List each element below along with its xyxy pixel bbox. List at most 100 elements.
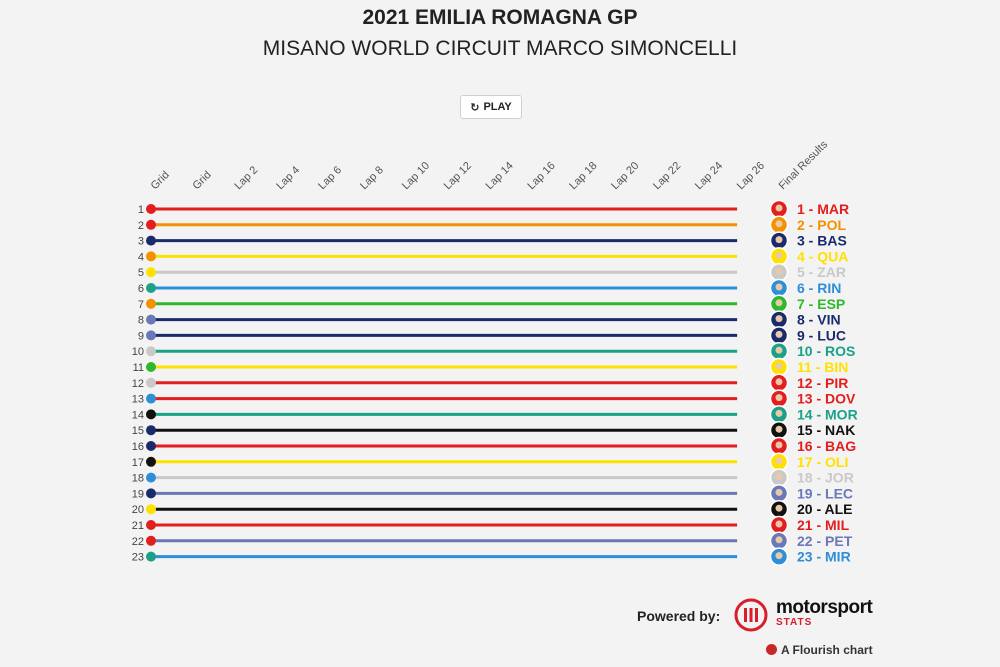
column-label: Grid xyxy=(191,169,214,192)
final-result-label: 15 - NAK xyxy=(797,422,855,438)
final-result-label: 18 - JOR xyxy=(797,470,854,486)
final-result-label: 12 - PIR xyxy=(797,375,848,391)
rider-face xyxy=(775,204,783,212)
column-label: Lap 18 xyxy=(567,160,599,192)
y-tick-label: 12 xyxy=(132,378,144,390)
y-tick-label: 22 xyxy=(132,536,144,548)
grid-dot xyxy=(146,330,156,341)
rider-face xyxy=(775,488,783,496)
column-label: Lap 16 xyxy=(525,160,557,192)
play-button[interactable]: ↻ PLAY xyxy=(460,95,522,119)
rider-face xyxy=(775,441,783,449)
y-tick-label: 6 xyxy=(138,283,144,295)
rider-face xyxy=(775,251,783,259)
rider-face xyxy=(775,457,783,465)
y-tick-label: 19 xyxy=(132,488,144,500)
final-result-label: 8 - VIN xyxy=(797,312,841,328)
grid-dot xyxy=(146,204,156,214)
grid-dot xyxy=(146,409,156,420)
final-result-label: 9 - LUC xyxy=(797,327,846,343)
y-tick-label: 3 xyxy=(138,236,144,248)
brand-wordmark: motorsport xyxy=(776,597,873,618)
final-result-label: 5 - ZAR xyxy=(797,264,846,280)
powered-by-label: Powered by: xyxy=(637,608,721,624)
column-label: Lap 6 xyxy=(316,164,344,192)
y-tick-label: 1 xyxy=(138,204,144,216)
column-label: Lap 8 xyxy=(358,164,386,192)
grid-dot xyxy=(146,267,156,278)
y-tick-label: 21 xyxy=(132,520,144,532)
final-result-label: 23 - MIR xyxy=(797,549,851,565)
rider-face xyxy=(775,378,783,386)
rider-face xyxy=(775,536,783,544)
grid-dot xyxy=(146,219,156,230)
final-result-label: 10 - ROS xyxy=(797,343,855,359)
rider-face xyxy=(775,346,783,354)
grid-dot xyxy=(146,535,156,546)
grid-dots xyxy=(146,204,156,562)
final-result-label: 2 - POL xyxy=(797,217,846,233)
rider-face xyxy=(775,504,783,512)
rider-face xyxy=(775,315,783,323)
y-tick-label: 4 xyxy=(138,251,144,263)
grid-dot xyxy=(146,441,156,451)
y-tick-label: 13 xyxy=(132,394,144,406)
flourish-icon xyxy=(766,644,777,655)
y-tick-label: 11 xyxy=(133,362,144,374)
column-label: Lap 14 xyxy=(484,160,516,192)
y-tick-label: 16 xyxy=(132,441,144,453)
grid-dot xyxy=(146,235,156,246)
final-result-label: 21 - MIL xyxy=(797,517,850,533)
rider-face xyxy=(775,267,783,275)
y-tick-label: 8 xyxy=(138,315,144,327)
rider-face xyxy=(775,362,783,370)
grid-dot xyxy=(146,314,156,325)
final-result-label: 22 - PET xyxy=(797,533,853,549)
final-result-label: 20 - ALE xyxy=(797,501,853,517)
rider-face xyxy=(775,520,783,528)
y-tick-label: 7 xyxy=(138,299,144,311)
flourish-credit[interactable]: A Flourish chart xyxy=(781,643,873,657)
series-lines xyxy=(150,207,738,559)
column-label: Lap 20 xyxy=(609,160,641,192)
final-result-label: 13 - DOV xyxy=(797,391,856,407)
grid-dot xyxy=(146,520,156,530)
final-result-label: 11 - BIN xyxy=(797,359,848,375)
y-tick-label: 15 xyxy=(132,425,144,437)
column-label: Lap 24 xyxy=(693,160,725,192)
column-label: Lap 2 xyxy=(232,164,260,192)
y-tick-label: 17 xyxy=(132,457,144,469)
final-result-label: 6 - RIN xyxy=(797,280,841,296)
y-tick-label: 2 xyxy=(138,220,144,232)
final-result-label: 16 - BAG xyxy=(797,438,856,454)
final-result-label: 3 - BAS xyxy=(797,233,847,249)
rider-face xyxy=(775,236,783,244)
rider-face xyxy=(775,552,783,560)
column-label: Lap 12 xyxy=(442,160,474,192)
column-label: Lap 26 xyxy=(735,160,767,192)
final-result-label: 1 - MAR xyxy=(797,201,849,217)
final-result-label: 14 - MOR xyxy=(797,406,858,422)
grid-dot xyxy=(146,298,156,309)
column-label: Lap 10 xyxy=(400,160,432,192)
final-result-label: 17 - OLI xyxy=(797,454,848,470)
grid-dot xyxy=(146,283,156,293)
final-result-label: 7 - ESP xyxy=(797,296,845,312)
rider-face xyxy=(775,425,783,433)
grid-dot xyxy=(146,504,156,515)
chart-title: 2021 EMILIA ROMAGNA GP xyxy=(362,6,638,29)
y-tick-label: 9 xyxy=(138,330,144,342)
final-result-label: 4 - QUA xyxy=(797,248,848,264)
column-label: Grid xyxy=(149,169,172,192)
y-tick-label: 10 xyxy=(132,346,144,358)
brand-subword: STATS xyxy=(776,617,813,628)
play-label: PLAY xyxy=(483,101,512,113)
replay-icon: ↻ xyxy=(470,101,480,114)
y-tick-label: 18 xyxy=(132,473,144,485)
rider-face xyxy=(775,299,783,307)
chart-subtitle: MISANO WORLD CIRCUIT MARCO SIMONCELLI xyxy=(262,37,738,60)
grid-dot xyxy=(146,362,156,372)
